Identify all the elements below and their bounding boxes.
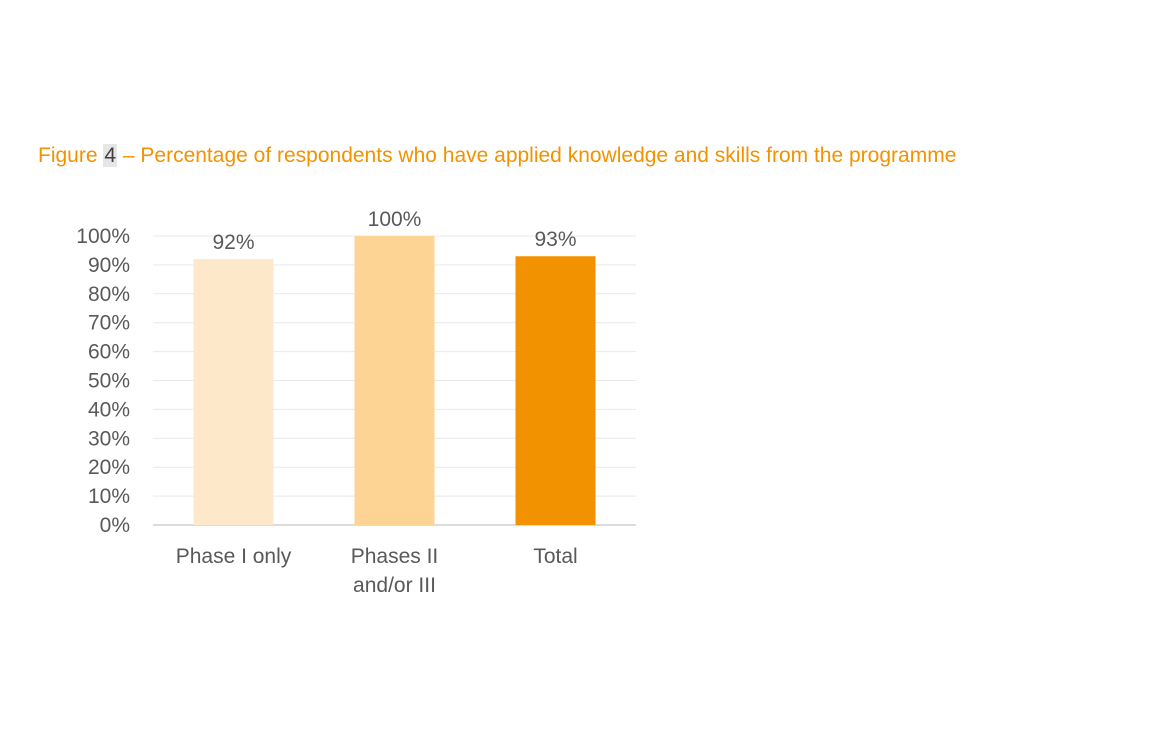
bar — [515, 256, 596, 525]
category-label: Phases II — [351, 545, 439, 568]
y-tick-label: 80% — [88, 283, 130, 306]
category-label: Total — [533, 545, 577, 568]
data-label: 93% — [534, 228, 576, 251]
caption-text: – Percentage of respondents who have app… — [117, 144, 957, 167]
y-tick-label: 30% — [88, 427, 130, 450]
figure-number: 4 — [103, 144, 118, 167]
y-tick-label: 0% — [100, 514, 130, 537]
y-axis-ticks: 0% 10% 20% 30% 40% 50% 60% 70% 80% 90% 100% — [76, 225, 130, 537]
y-tick-label: 60% — [88, 341, 130, 364]
caption-prefix: Figure — [38, 144, 104, 167]
category-label: and/or III — [353, 574, 436, 597]
bar — [354, 236, 435, 525]
y-tick-label: 70% — [88, 312, 130, 335]
y-tick-label: 40% — [88, 398, 130, 421]
y-tick-label: 100% — [76, 225, 130, 248]
data-label: 100% — [368, 208, 422, 231]
y-tick-label: 20% — [88, 456, 130, 479]
y-tick-label: 90% — [88, 254, 130, 277]
x-axis-categories: Phase I only Phases II and/or III Total — [176, 545, 578, 597]
data-labels: 92% 100% 93% — [212, 208, 576, 254]
category-label: Phase I only — [176, 545, 292, 568]
y-tick-label: 50% — [88, 370, 130, 393]
bar — [193, 259, 274, 525]
data-label: 92% — [212, 231, 254, 254]
bars — [193, 236, 596, 525]
y-tick-label: 10% — [88, 485, 130, 508]
figure-caption: Figure 4 – Percentage of respondents who… — [38, 144, 956, 168]
